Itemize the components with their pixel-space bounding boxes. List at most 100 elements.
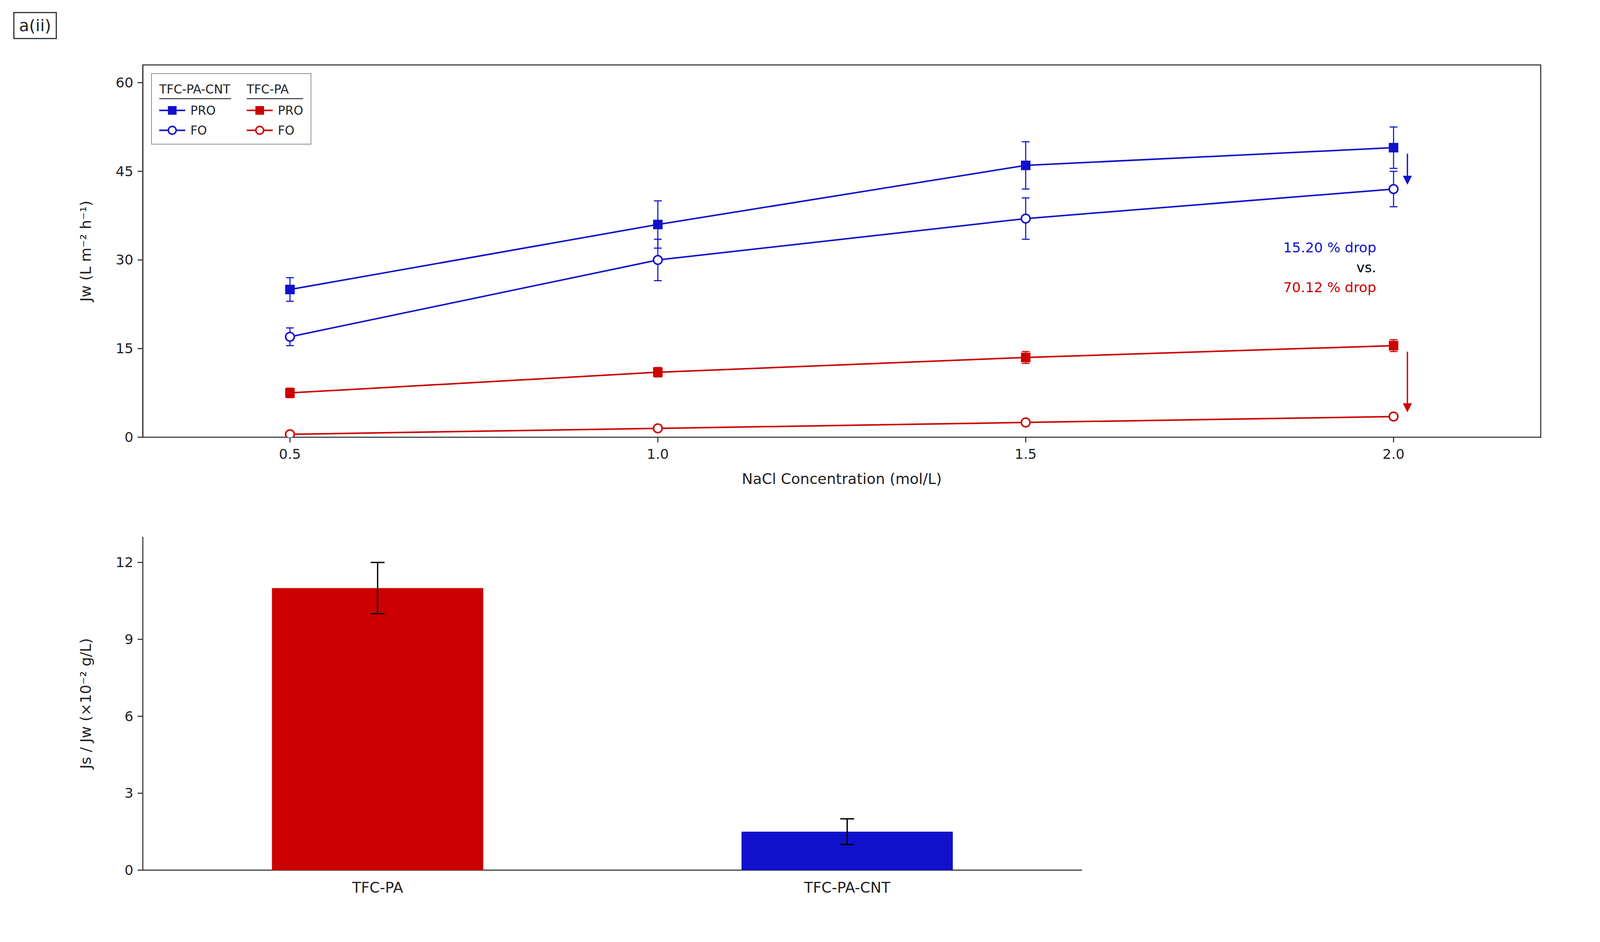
error-bar xyxy=(653,239,662,281)
x-axis-label: NaCl Concentration (mol/L) xyxy=(741,470,942,488)
point xyxy=(1021,353,1031,362)
legend-group-header: TFC-PA xyxy=(246,82,289,97)
x-tick xyxy=(657,437,659,443)
plot-data xyxy=(285,126,1398,438)
error-bar-cap xyxy=(370,612,385,615)
legend-header-underline xyxy=(159,98,232,100)
error-bar-cap xyxy=(840,843,855,845)
series xyxy=(285,339,1398,398)
error-bar-cap xyxy=(1021,238,1030,240)
error-bar xyxy=(1389,171,1398,207)
x-tick xyxy=(1025,437,1027,443)
error-bar-cap xyxy=(1021,350,1030,353)
legend-label: FO xyxy=(277,123,295,138)
bar-chart: 036912Js / Jw (×10⁻² g/L)TFC-PATFC-PA-CN… xyxy=(77,536,1082,896)
y-tick xyxy=(137,869,143,871)
point xyxy=(653,424,663,433)
error-bar-cap xyxy=(1389,339,1398,341)
y-tick-label: 45 xyxy=(115,163,134,180)
error-bar xyxy=(286,277,294,302)
x-tick-label: TFC-PA xyxy=(351,878,404,896)
y-axis-line xyxy=(142,64,144,438)
x-tick-label: 0.5 xyxy=(279,445,302,463)
legend-marker xyxy=(168,106,177,115)
legend-marker xyxy=(168,126,177,135)
series xyxy=(285,171,1398,346)
figure: 015304560Jw (L m⁻² h⁻¹)0.51.01.52.0NaCl … xyxy=(0,0,1600,942)
error-bar-cap xyxy=(286,300,294,303)
error-bar-cap xyxy=(653,238,662,240)
y-tick-label: 15 xyxy=(115,340,134,357)
point xyxy=(1389,412,1398,421)
error-bar-cap xyxy=(1021,362,1030,364)
line-chart: 015304560Jw (L m⁻² h⁻¹)0.51.01.52.0NaCl … xyxy=(13,12,1541,488)
legend-label: FO xyxy=(190,123,207,138)
plot-frame xyxy=(142,64,1541,438)
legend: TFC-PA-CNTPROFOTFC-PAPROFO xyxy=(151,73,311,145)
error-bar xyxy=(1389,339,1398,352)
error-bar-cap xyxy=(286,327,294,329)
point xyxy=(1021,214,1031,223)
panel-label-box xyxy=(13,12,57,39)
error-bar-stem xyxy=(846,818,848,845)
error-bar-cap xyxy=(840,817,855,820)
y-tick-label: 6 xyxy=(124,708,134,725)
series xyxy=(285,412,1398,438)
x-tick xyxy=(289,437,291,443)
y-tick xyxy=(137,259,143,261)
y-tick xyxy=(137,638,143,641)
y-tick-label: 9 xyxy=(124,630,134,648)
y-axis-label: Js / Jw (×10⁻² g/L) xyxy=(77,637,95,770)
point xyxy=(285,429,295,438)
legend-header-underline xyxy=(246,98,303,100)
error-bar-cap xyxy=(370,561,385,564)
y-tick-label: 0 xyxy=(124,861,134,879)
series-line xyxy=(289,189,1394,337)
y-tick xyxy=(137,82,143,84)
error-bar xyxy=(286,327,294,346)
x-tick-label: TFC-PA-CNT xyxy=(803,878,891,896)
legend-label: PRO xyxy=(190,103,216,118)
series xyxy=(285,126,1398,302)
point xyxy=(653,367,663,377)
error-bar-cap xyxy=(286,344,294,347)
y-tick xyxy=(137,792,143,794)
y-tick-label: 30 xyxy=(115,251,134,268)
legend-marker xyxy=(255,106,264,115)
point xyxy=(285,285,295,294)
change-arrow xyxy=(1406,351,1409,411)
point xyxy=(653,220,663,229)
error-bar-cap xyxy=(1021,188,1030,190)
change-arrow xyxy=(1406,153,1409,184)
error-bar xyxy=(653,367,662,377)
point xyxy=(653,255,663,264)
error-bar-cap xyxy=(286,276,294,279)
x-tick xyxy=(1393,437,1395,443)
point xyxy=(285,388,295,398)
annotation: 15.20 % drop xyxy=(1283,239,1377,256)
error-bar xyxy=(1021,197,1030,240)
error-bar-stem xyxy=(376,562,379,614)
error-bar-cap xyxy=(1389,350,1398,353)
series-line xyxy=(289,416,1394,435)
annotation: 70.12 % drop xyxy=(1283,279,1377,296)
point xyxy=(285,332,295,342)
bar xyxy=(271,587,483,870)
error-bar xyxy=(1021,141,1030,189)
y-axis-line xyxy=(142,536,144,870)
y-tick xyxy=(137,561,143,564)
x-tick-label: 1.5 xyxy=(1014,445,1037,463)
error-bar-cap xyxy=(1389,206,1398,208)
point xyxy=(1389,184,1398,194)
series-line xyxy=(289,147,1394,290)
error-bar-cap xyxy=(1389,170,1398,172)
error-bar xyxy=(286,388,294,398)
error-bar-cap xyxy=(653,200,662,202)
legend-box xyxy=(151,73,311,145)
y-tick-label: 60 xyxy=(115,74,134,91)
error-bar-cap xyxy=(653,280,662,282)
plot-data xyxy=(271,562,953,870)
error-bar-cap xyxy=(1389,167,1398,170)
error-bar-cap xyxy=(1021,141,1030,143)
y-tick xyxy=(137,436,143,438)
